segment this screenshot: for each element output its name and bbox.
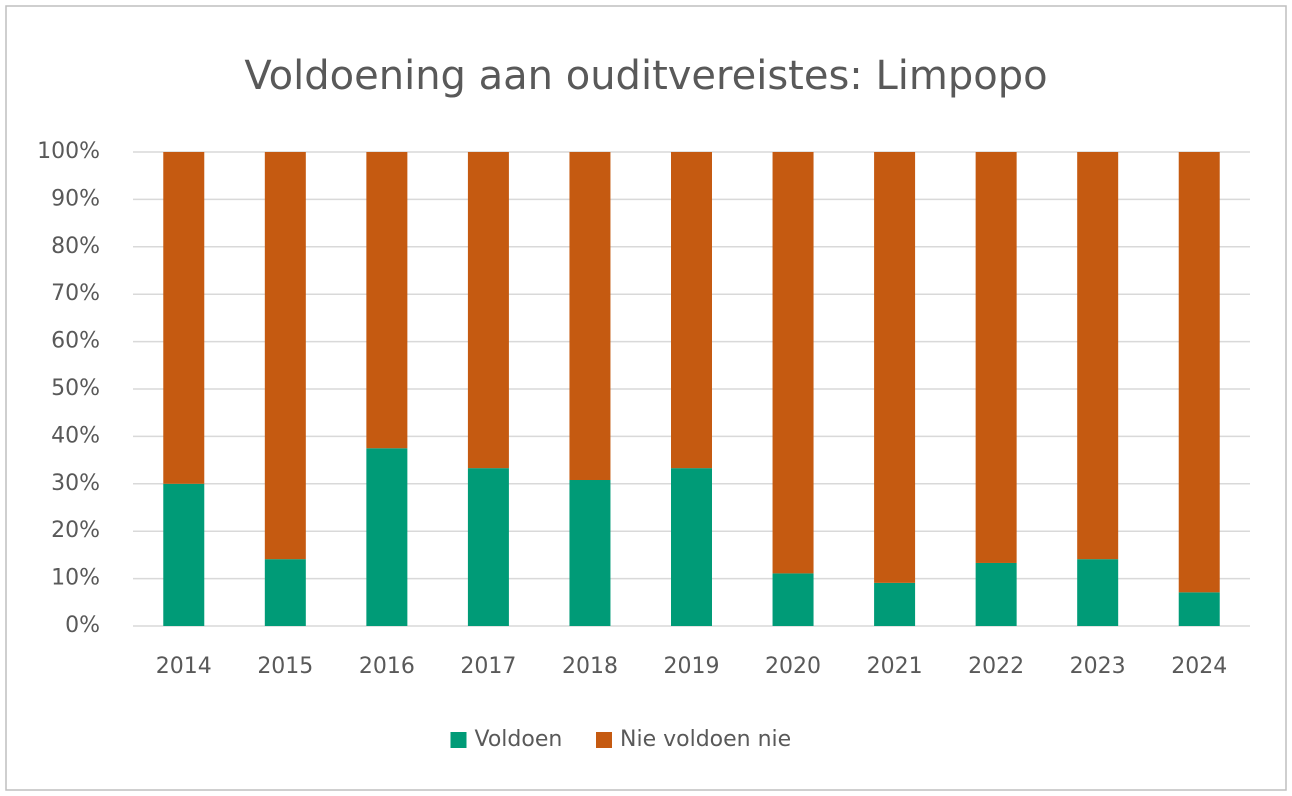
bar-segment	[163, 152, 205, 484]
y-tick-label: 30%	[51, 471, 100, 496]
legend-label: Nie voldoen nie	[620, 727, 791, 752]
y-tick-label: 60%	[51, 329, 100, 354]
bar-segment	[163, 483, 205, 626]
bar-segment	[671, 468, 712, 626]
bar-segment	[569, 152, 611, 481]
legend-swatch	[450, 732, 467, 748]
legend-swatch	[596, 732, 612, 748]
y-tick-label: 40%	[51, 423, 100, 448]
y-tick-label: 10%	[51, 566, 100, 591]
bar-segment	[264, 559, 306, 626]
x-tick-label: 2016	[359, 654, 415, 679]
bar-segment	[671, 152, 712, 469]
y-tick-label: 50%	[51, 376, 100, 401]
bar-segment	[569, 480, 611, 626]
bar-segment	[874, 152, 916, 583]
y-tick-label: 90%	[51, 186, 100, 211]
bar-segment	[975, 562, 1017, 626]
bar-segment	[366, 152, 408, 449]
x-tick-label: 2023	[1070, 654, 1126, 679]
bar-segment	[1077, 559, 1119, 626]
chart-frame	[5, 5, 1287, 791]
x-tick-label: 2021	[867, 654, 923, 679]
bar-segment	[1178, 592, 1220, 626]
bar-segment	[264, 152, 306, 560]
y-tick-label: 80%	[51, 234, 100, 259]
bar-segment	[467, 152, 509, 469]
y-tick-label: 70%	[51, 281, 100, 306]
y-tick-label: 20%	[51, 518, 100, 543]
x-tick-label: 2022	[968, 654, 1024, 679]
x-tick-label: 2014	[156, 654, 212, 679]
bar-segment	[874, 582, 916, 626]
legend-label: Voldoen	[475, 727, 563, 752]
y-tick-label: 0%	[65, 613, 100, 638]
bar-segment	[975, 152, 1017, 563]
bar-segment	[1178, 152, 1220, 593]
bar-segment	[772, 573, 814, 626]
bar-segment	[467, 468, 509, 626]
x-tick-label: 2024	[1171, 654, 1227, 679]
x-tick-label: 2015	[257, 654, 313, 679]
x-tick-label: 2019	[664, 654, 720, 679]
bar-segment	[1077, 152, 1119, 560]
y-tick-label: 100%	[37, 139, 100, 164]
bar-segment	[366, 448, 408, 626]
x-tick-label: 2020	[765, 654, 821, 679]
chart-title: Voldoening aan ouditvereistes: Limpopo	[244, 53, 1047, 99]
bar-segment	[772, 152, 814, 574]
x-tick-label: 2018	[562, 654, 618, 679]
x-tick-label: 2017	[460, 654, 516, 679]
